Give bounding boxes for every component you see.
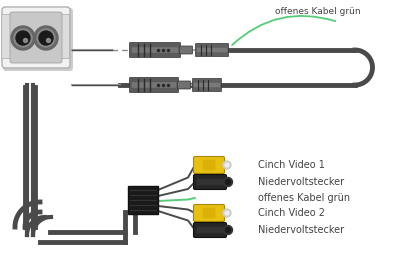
FancyBboxPatch shape [194, 205, 224, 221]
Circle shape [14, 29, 32, 47]
Circle shape [226, 227, 230, 233]
FancyBboxPatch shape [194, 156, 224, 173]
FancyBboxPatch shape [202, 208, 216, 218]
Circle shape [39, 31, 53, 45]
FancyBboxPatch shape [197, 179, 223, 185]
Text: offenes Kabel grün: offenes Kabel grün [258, 193, 350, 203]
Circle shape [16, 31, 30, 45]
Circle shape [224, 225, 232, 234]
FancyBboxPatch shape [10, 12, 62, 63]
Circle shape [37, 29, 55, 47]
FancyBboxPatch shape [130, 43, 180, 57]
FancyBboxPatch shape [180, 46, 192, 54]
Circle shape [46, 38, 50, 43]
FancyBboxPatch shape [3, 8, 73, 71]
FancyBboxPatch shape [130, 78, 178, 92]
Circle shape [223, 161, 231, 169]
Circle shape [226, 179, 230, 185]
Text: Niedervoltstecker: Niedervoltstecker [258, 225, 344, 235]
Circle shape [225, 211, 229, 215]
Circle shape [24, 38, 28, 43]
FancyBboxPatch shape [128, 186, 158, 214]
FancyBboxPatch shape [192, 79, 222, 92]
Circle shape [11, 26, 35, 50]
FancyBboxPatch shape [196, 44, 228, 56]
Circle shape [34, 26, 58, 50]
Circle shape [224, 178, 232, 186]
Text: Cinch Video 1: Cinch Video 1 [258, 160, 325, 170]
FancyBboxPatch shape [132, 82, 176, 88]
FancyBboxPatch shape [197, 227, 223, 233]
FancyBboxPatch shape [197, 48, 227, 52]
FancyBboxPatch shape [194, 83, 220, 87]
FancyBboxPatch shape [58, 15, 70, 59]
FancyBboxPatch shape [2, 15, 12, 59]
Text: Niedervoltstecker: Niedervoltstecker [258, 177, 344, 187]
FancyBboxPatch shape [202, 160, 216, 170]
FancyBboxPatch shape [132, 47, 178, 53]
FancyBboxPatch shape [2, 7, 70, 68]
Text: Cinch Video 2: Cinch Video 2 [258, 208, 325, 218]
Text: offenes Kabel grün: offenes Kabel grün [275, 8, 361, 17]
Circle shape [225, 163, 229, 167]
FancyBboxPatch shape [194, 175, 226, 189]
FancyBboxPatch shape [194, 222, 226, 237]
FancyBboxPatch shape [178, 81, 190, 89]
Circle shape [223, 209, 231, 217]
